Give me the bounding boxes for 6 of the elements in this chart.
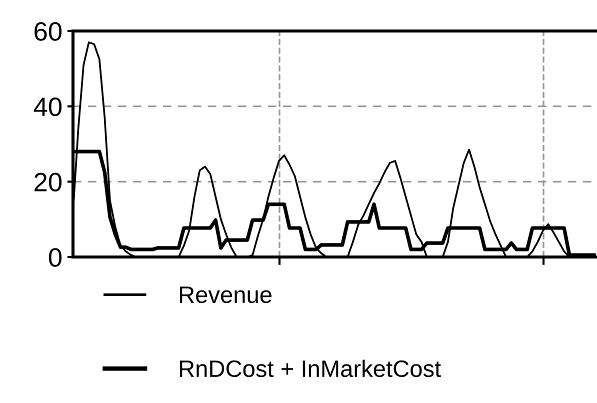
y-tick-label: 60 (34, 22, 62, 41)
legend-label: RnDCost + InMarketCost (180, 360, 441, 378)
legend-label: Revenue (180, 286, 272, 304)
y-tick-label: 40 (34, 97, 62, 116)
y-tick-label: 20 (34, 172, 62, 192)
y-tick-label: 0 (48, 248, 62, 267)
